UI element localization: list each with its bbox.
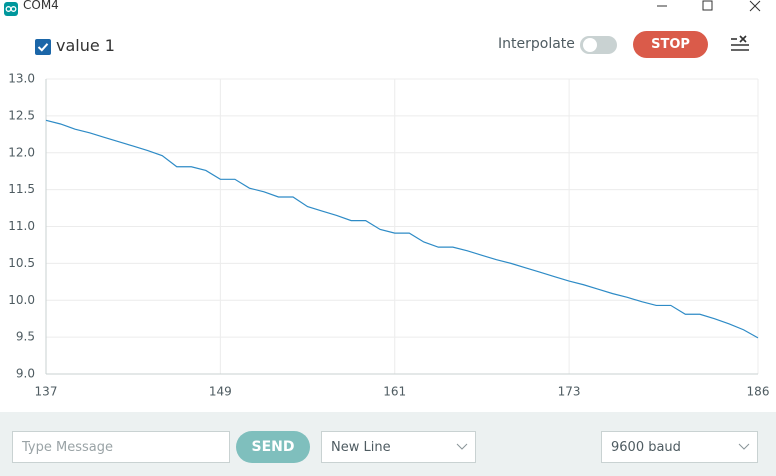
series-checkbox[interactable] xyxy=(35,39,51,55)
title-bar: COM4 xyxy=(0,0,776,20)
y-tick-label: 12.5 xyxy=(8,108,35,122)
x-tick-label: 173 xyxy=(558,385,581,399)
x-tick-label: 161 xyxy=(383,385,406,399)
y-tick-label: 10.0 xyxy=(8,293,35,307)
line-ending-select[interactable]: New Line xyxy=(321,431,476,463)
toolbar: value 1 Interpolate STOP xyxy=(0,20,776,70)
y-tick-label: 12.0 xyxy=(8,145,35,159)
y-tick-label: 11.0 xyxy=(8,219,35,233)
stop-button[interactable]: STOP xyxy=(633,31,708,58)
interpolate-label: Interpolate xyxy=(498,36,575,52)
legend-label: value 1 xyxy=(56,36,115,55)
y-tick-label: 13.0 xyxy=(8,72,35,86)
dropdown-arrow xyxy=(738,443,750,450)
y-tick-label: 9.0 xyxy=(16,367,35,381)
window-controls[interactable] xyxy=(650,0,776,20)
x-tick-label: 137 xyxy=(35,385,58,399)
y-tick-label: 11.5 xyxy=(8,182,35,196)
send-button[interactable]: SEND xyxy=(236,431,310,463)
dropdown-arrow xyxy=(456,443,468,450)
app-icon xyxy=(4,2,18,16)
interpolate-toggle[interactable] xyxy=(579,34,619,56)
y-tick-label: 9.5 xyxy=(16,330,35,344)
y-tick-label: 10.5 xyxy=(8,256,35,270)
clear-button[interactable] xyxy=(729,35,751,55)
footer: Type Message SEND New Line 9600 baud xyxy=(0,412,776,476)
x-tick-label: 186 xyxy=(747,385,770,399)
window-title: COM4 xyxy=(23,0,59,12)
message-input[interactable]: Type Message xyxy=(12,431,230,463)
x-tick-label: 149 xyxy=(209,385,232,399)
series-line xyxy=(45,119,759,339)
plot: 9.0 9.5 10.0 10.5 11.0 11.5 12.0 12.5 13.0 137 149… xyxy=(8,72,770,399)
baud-select[interactable]: 9600 baud xyxy=(601,431,758,463)
